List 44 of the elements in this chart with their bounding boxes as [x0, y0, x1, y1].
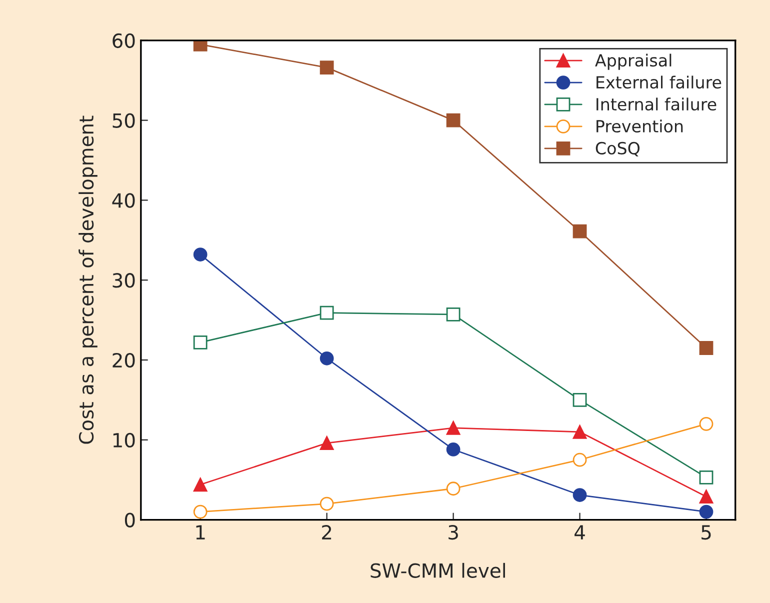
y-tick-label: 10	[113, 432, 135, 448]
y-tick-label: 50	[112, 113, 135, 128]
point	[446, 308, 460, 322]
point	[699, 490, 714, 504]
point	[699, 341, 714, 355]
point	[193, 335, 208, 350]
y-tick-label: 20	[112, 352, 135, 368]
legend-label: Appraisal	[595, 54, 672, 70]
point	[572, 452, 587, 467]
point	[320, 306, 334, 320]
legend-label: CoSQ	[596, 142, 640, 156]
point	[193, 40, 208, 52]
point	[699, 416, 714, 431]
point	[446, 420, 460, 435]
point	[446, 113, 460, 128]
x-tick-label: 1	[196, 525, 205, 540]
legend-label: External failure	[596, 76, 722, 89]
x-axis-title: SW-CMM level	[370, 562, 505, 578]
legend-label: Internal failure	[596, 98, 716, 111]
x-tick-label: 2	[322, 524, 332, 540]
point	[446, 442, 460, 456]
x-tick-label: 4	[574, 525, 585, 540]
x-tick-label: 3	[448, 524, 458, 540]
y-tick-label: 30	[112, 273, 135, 288]
y-axis-title: Cost as a percent of development	[78, 116, 98, 444]
point	[572, 392, 587, 407]
point	[193, 248, 208, 262]
x-tick-label: 5	[702, 525, 711, 540]
point	[572, 488, 587, 502]
y-tick-label: 60	[112, 33, 135, 48]
point	[446, 482, 460, 496]
y-tick-label: 40	[112, 193, 135, 208]
point	[320, 351, 334, 366]
point	[193, 478, 208, 492]
point	[320, 60, 334, 75]
point	[699, 504, 714, 519]
point	[572, 224, 587, 238]
point	[320, 436, 334, 450]
point	[699, 470, 714, 484]
point	[572, 424, 587, 439]
legend-label: Prevention	[596, 120, 683, 133]
y-tick-label: 0	[124, 512, 135, 528]
point	[193, 504, 208, 519]
point	[320, 496, 334, 511]
